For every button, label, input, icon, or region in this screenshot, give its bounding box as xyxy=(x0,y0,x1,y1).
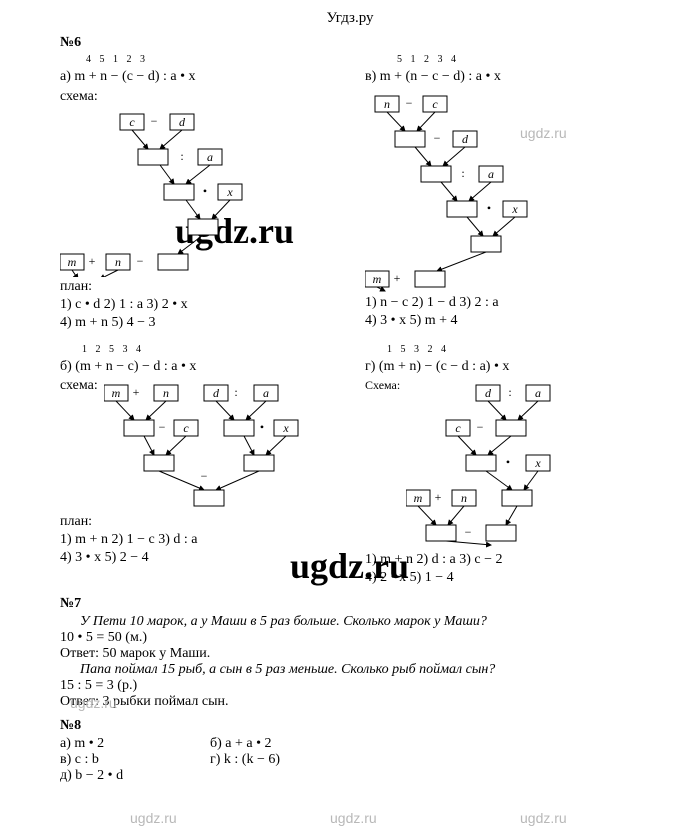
n8-v: в) c : b xyxy=(60,752,210,768)
plan-label-b: план: xyxy=(60,514,335,530)
svg-text:+: + xyxy=(132,385,139,399)
svg-text:m: m xyxy=(68,255,77,269)
svg-text:−: − xyxy=(477,420,484,434)
expr-v-nums: 5 1 2 3 4 xyxy=(397,53,640,67)
expr-v: в) m + (n − c − d) : a • x xyxy=(365,67,640,87)
svg-text:−: − xyxy=(158,420,165,434)
n8-d: д) b − 2 • d xyxy=(60,768,210,784)
svg-text:x: x xyxy=(282,421,289,435)
plan-b-2: 4) 3 • x 5) 2 − 4 xyxy=(60,550,335,566)
svg-text:•: • xyxy=(203,184,207,198)
n8-g: г) k : (k − 6) xyxy=(210,752,280,768)
svg-text:a: a xyxy=(207,150,213,164)
svg-text:−: − xyxy=(137,254,144,268)
diagram-b: m n d a c x +: − • − xyxy=(104,380,314,510)
watermark: ugdz.ru xyxy=(130,810,177,826)
diagram-g: d a c x m n: − • + − xyxy=(406,380,606,548)
site-header: Угдз.ру xyxy=(60,10,640,27)
svg-text:a: a xyxy=(263,386,269,400)
q7-1: У Пети 10 марок, а у Маши в 5 раз больше… xyxy=(80,614,640,630)
expr-b: б) (m + n − c) − d : a • x xyxy=(60,357,335,377)
section-6-title: №6 xyxy=(60,35,640,51)
svg-text:x: x xyxy=(226,185,233,199)
svg-text:c: c xyxy=(432,97,438,111)
n8-a: а) m • 2 xyxy=(60,736,210,752)
q7-2: Папа поймал 15 рыб, а сын в 5 раз меньше… xyxy=(80,662,640,678)
expr-g: г) (m + n) − (c − d : a) • x xyxy=(365,357,640,377)
svg-text:•: • xyxy=(260,420,264,434)
svg-text:c: c xyxy=(129,115,135,129)
svg-text::: : xyxy=(509,385,512,399)
svg-text:d: d xyxy=(179,115,186,129)
plan-v-2: 4) 3 • x 5) m + 4 xyxy=(365,313,640,329)
svg-text:x: x xyxy=(511,202,518,216)
svg-text:−: − xyxy=(151,114,158,128)
watermark: ugdz.ru xyxy=(520,810,567,826)
expr-g-nums: 1 5 3 2 4 xyxy=(387,343,640,357)
diagram-v: n c d a x m − −: • + xyxy=(365,91,640,293)
svg-text:d: d xyxy=(462,132,469,146)
plan-a-1: 1) c • d 2) 1 : a 3) 2 • x xyxy=(60,297,335,313)
svg-text:m: m xyxy=(373,272,382,286)
svg-text:n: n xyxy=(461,491,467,505)
svg-text:c: c xyxy=(183,421,189,435)
svg-text:d: d xyxy=(485,386,492,400)
plan-g-1: 1) m + n 2) d : a 3) c − 2 xyxy=(365,552,640,568)
scheme-label-a: схема: xyxy=(60,89,335,105)
a7-2: Ответ: 3 рыбки поймал сын. xyxy=(60,694,640,710)
svg-text:n: n xyxy=(384,97,390,111)
scheme-label-b: схема: xyxy=(60,378,98,394)
svg-text:n: n xyxy=(163,386,169,400)
svg-text:−: − xyxy=(406,96,413,110)
diagram-a: c d a x m n −: • + − xyxy=(60,109,335,277)
svg-text:d: d xyxy=(213,386,220,400)
svg-text:•: • xyxy=(506,455,510,469)
svg-text:•: • xyxy=(487,201,491,215)
svg-text:x: x xyxy=(535,456,542,470)
svg-text::: : xyxy=(180,149,183,163)
plan-g-2: 4) 2 • x 5) 1 − 4 xyxy=(365,570,640,586)
plan-b-1: 1) m + n 2) 1 − c 3) d : a xyxy=(60,532,335,548)
s7-1: 10 • 5 = 50 (м.) xyxy=(60,630,640,646)
plan-label-a: план: xyxy=(60,279,335,295)
section-7-title: №7 xyxy=(60,596,640,612)
svg-text::: : xyxy=(461,166,464,180)
plan-v-1: 1) n − c 2) 1 − d 3) 2 : a xyxy=(365,295,640,311)
svg-text:−: − xyxy=(434,131,441,145)
svg-text:+: + xyxy=(435,490,442,504)
svg-text:+: + xyxy=(394,271,401,285)
scheme-label-g: Схема: xyxy=(365,378,400,393)
svg-text:m: m xyxy=(414,491,423,505)
section-8-title: №8 xyxy=(60,718,640,734)
plan-a-2: 4) m + n 5) 4 − 3 xyxy=(60,315,335,331)
svg-text:−: − xyxy=(465,525,472,539)
svg-text::: : xyxy=(234,385,237,399)
svg-text:a: a xyxy=(535,386,541,400)
expr-a-nums: 4 5 1 2 3 xyxy=(86,53,335,67)
svg-text:−: − xyxy=(200,469,207,483)
n8-b: б) a + a • 2 xyxy=(210,736,272,752)
svg-text:m: m xyxy=(111,386,120,400)
expr-b-nums: 1 2 5 3 4 xyxy=(82,343,335,357)
expr-a: а) m + n − (c − d) : a • x xyxy=(60,67,335,87)
svg-text:n: n xyxy=(115,255,121,269)
s7-2: 15 : 5 = 3 (р.) xyxy=(60,678,640,694)
watermark: ugdz.ru xyxy=(330,810,377,826)
svg-text:+: + xyxy=(89,254,96,268)
svg-text:a: a xyxy=(488,167,494,181)
a7-1: Ответ: 50 марок у Маши. xyxy=(60,646,640,662)
svg-text:c: c xyxy=(456,421,462,435)
